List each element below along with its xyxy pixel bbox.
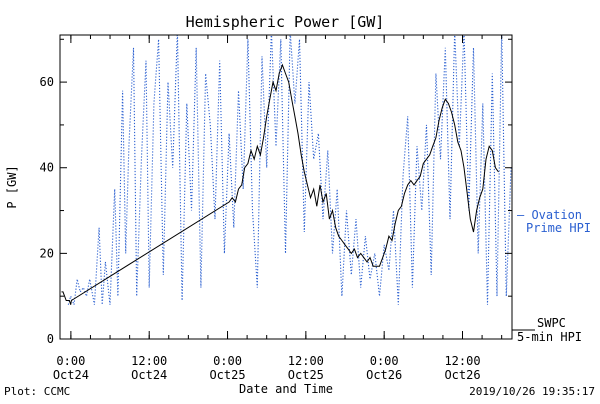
x-tick-label-time: 0:00 <box>213 354 242 368</box>
x-tick-label-date: Oct25 <box>288 368 324 382</box>
x-tick-label-date: Oct24 <box>131 368 167 382</box>
legend-ovation-line2: Prime HPI <box>526 221 591 235</box>
legend-ovation-line1: — Ovation <box>517 208 582 222</box>
x-tick-label-date: Oct25 <box>209 368 245 382</box>
x-tick-label-time: 0:00 <box>56 354 85 368</box>
legend: — Ovation Prime HPI SWPC 5-min HPI <box>512 208 591 344</box>
y-ticks: 0 20 40 60 <box>40 38 512 346</box>
x-tick-label-time: 12:00 <box>444 354 480 368</box>
swpc-series-line <box>61 63 499 305</box>
series-layer <box>61 35 512 305</box>
x-tick-label-time: 12:00 <box>288 354 324 368</box>
ovation-prime-series-line <box>67 35 512 305</box>
x-tick-label-date: Oct26 <box>366 368 402 382</box>
x-tick-label-time: 12:00 <box>131 354 167 368</box>
plot-credit: Plot: CCMC <box>4 385 70 398</box>
legend-swpc-line2: 5-min HPI <box>517 330 582 344</box>
chart-title: Hemispheric Power [GW] <box>186 13 385 31</box>
y-tick-label: 40 <box>40 161 54 175</box>
x-ticks: 0:00Oct2412:00Oct240:00Oct2512:00Oct250:… <box>53 35 503 382</box>
y-tick-label: 60 <box>40 75 54 89</box>
x-tick-label-date: Oct24 <box>53 368 89 382</box>
x-axis-label: Date and Time <box>239 382 333 396</box>
legend-swpc-line1: SWPC <box>537 316 566 330</box>
plot-timestamp: 2019/10/26 19:35:17 <box>469 385 595 398</box>
x-tick-label-date: Oct26 <box>444 368 480 382</box>
x-tick-label-time: 0:00 <box>370 354 399 368</box>
y-tick-label: 20 <box>40 246 54 260</box>
y-tick-label: 0 <box>47 332 54 346</box>
y-axis-label: P [GW] <box>5 165 19 208</box>
